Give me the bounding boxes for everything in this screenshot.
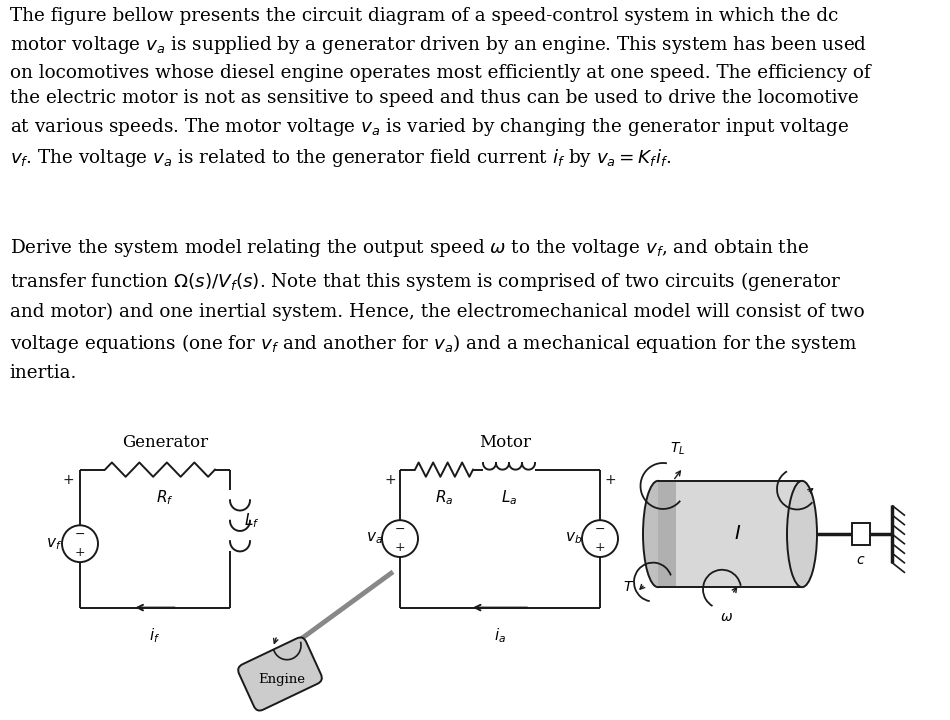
FancyBboxPatch shape bbox=[238, 637, 322, 711]
Text: $L_a$: $L_a$ bbox=[501, 488, 517, 507]
Text: +: + bbox=[604, 473, 616, 487]
Text: The figure bellow presents the circuit diagram of a speed-control system in whic: The figure bellow presents the circuit d… bbox=[10, 7, 870, 169]
Bar bbox=[658, 481, 676, 587]
Text: $R_f$: $R_f$ bbox=[156, 488, 174, 507]
Ellipse shape bbox=[787, 481, 817, 587]
Text: +: + bbox=[595, 541, 605, 554]
Text: Engine: Engine bbox=[258, 672, 306, 685]
Bar bbox=[852, 523, 870, 545]
Text: $T_L$: $T_L$ bbox=[671, 441, 686, 457]
Bar bbox=[658, 481, 802, 587]
Text: $v_f$: $v_f$ bbox=[46, 536, 62, 552]
Text: $i_a$: $i_a$ bbox=[494, 626, 506, 644]
Text: Motor: Motor bbox=[479, 434, 531, 451]
Text: $v_b$: $v_b$ bbox=[565, 531, 582, 546]
Text: $L_f$: $L_f$ bbox=[244, 511, 259, 530]
Text: −: − bbox=[395, 523, 406, 536]
Text: $i_f$: $i_f$ bbox=[149, 626, 161, 644]
Text: +: + bbox=[62, 473, 74, 487]
Text: $c$: $c$ bbox=[856, 554, 865, 567]
Text: Generator: Generator bbox=[122, 434, 208, 451]
Text: +: + bbox=[75, 546, 86, 559]
Ellipse shape bbox=[643, 481, 673, 587]
Text: $T$: $T$ bbox=[623, 580, 635, 594]
Text: $R_a$: $R_a$ bbox=[435, 488, 453, 507]
Text: $I$: $I$ bbox=[734, 525, 742, 543]
Text: Derive the system model relating the output speed $\omega$ to the voltage $v_f$,: Derive the system model relating the out… bbox=[10, 237, 864, 382]
Text: +: + bbox=[394, 541, 406, 554]
Text: +: + bbox=[384, 473, 396, 487]
Text: −: − bbox=[75, 528, 86, 541]
Text: −: − bbox=[595, 523, 605, 536]
Text: $\omega$: $\omega$ bbox=[720, 610, 733, 624]
Text: $v_a$: $v_a$ bbox=[366, 531, 383, 546]
